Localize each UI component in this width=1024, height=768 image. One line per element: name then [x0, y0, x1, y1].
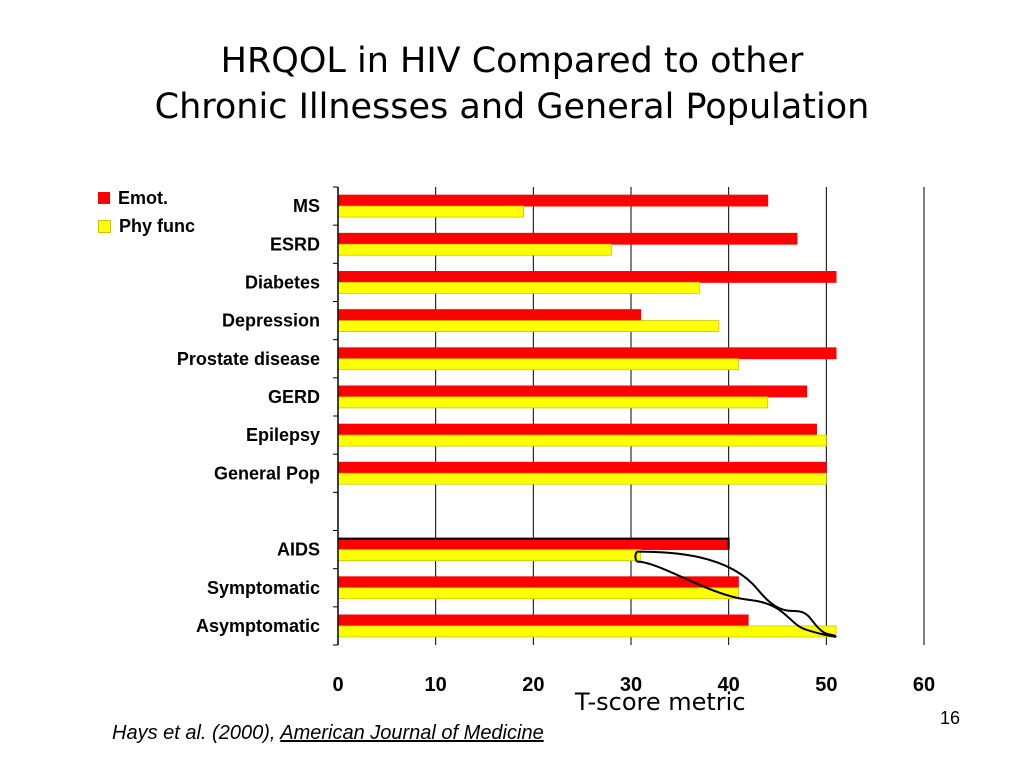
title-line-1: HRQOL in HIV Compared to other [220, 41, 804, 81]
category-label: Symptomatic [207, 578, 320, 598]
bar-emot [337, 347, 837, 360]
bar-emot [337, 271, 837, 283]
bar-phy [337, 625, 837, 638]
legend-label-phy: Phy func [119, 215, 196, 236]
citation-journal: American Journal of Medicine [280, 722, 544, 744]
bar-emot [337, 309, 642, 321]
title-line-2: Chronic Illnesses and General Population [154, 87, 870, 127]
citation-authors: Hays et al. (2000), [112, 722, 281, 744]
bar-phy [337, 396, 769, 409]
category-label: Diabetes [245, 272, 320, 292]
category-label: GERD [268, 387, 320, 407]
citation: Hays et al. (2000), American Journal of … [112, 722, 544, 745]
legend-swatch-phy [98, 219, 111, 233]
bar-emot [337, 461, 827, 474]
x-tick-label: 60 [913, 674, 935, 696]
annotation-band-bottom [636, 560, 837, 638]
bar-phy [337, 434, 827, 447]
bar-emot [337, 423, 817, 436]
slide-title: HRQOL in HIV Compared to other Chronic I… [0, 38, 1024, 130]
annotation-band-start [634, 551, 638, 563]
category-label: Prostate disease [177, 349, 320, 369]
legend-swatch-emot [98, 192, 110, 204]
x-tick-label: 40 [718, 674, 740, 696]
bar-emot [337, 194, 769, 207]
category-label: MS [293, 196, 320, 216]
bar-phy [337, 587, 739, 600]
bar-emot [337, 232, 798, 245]
chart-legend: Emot. Phy func [98, 184, 195, 240]
x-tick-label: 20 [522, 674, 544, 696]
annotation-band-top [636, 550, 837, 638]
bar-phy [337, 243, 612, 256]
page-number: 16 [940, 708, 961, 728]
legend-label-emot: Emot. [118, 187, 169, 208]
x-tick-label: 30 [620, 674, 642, 696]
category-label: Asymptomatic [196, 616, 320, 636]
legend-item-phy: Phy func [98, 212, 195, 240]
bar-phy [337, 320, 720, 332]
category-label: ESRD [270, 234, 320, 254]
x-tick-label: 10 [425, 674, 447, 696]
bar-phy [337, 472, 827, 485]
aids-bar-outline [338, 537, 730, 550]
category-label: Epilepsy [246, 425, 320, 445]
bar-emot [337, 538, 730, 550]
bar-phy [337, 205, 524, 218]
x-tick-label: 50 [815, 674, 837, 696]
category-label: General Pop [214, 463, 320, 483]
bar-emot [337, 385, 808, 398]
category-label: Depression [222, 311, 320, 331]
bar-phy [337, 549, 642, 561]
bar-emot [337, 614, 749, 627]
bar-emot [337, 576, 739, 589]
x-axis-title: T-score metric [575, 688, 746, 716]
bar-phy [337, 282, 700, 294]
x-tick-label: 0 [332, 674, 343, 696]
bar-phy [337, 358, 739, 371]
legend-item-emot: Emot. [98, 184, 195, 212]
category-label: AIDS [277, 540, 320, 560]
